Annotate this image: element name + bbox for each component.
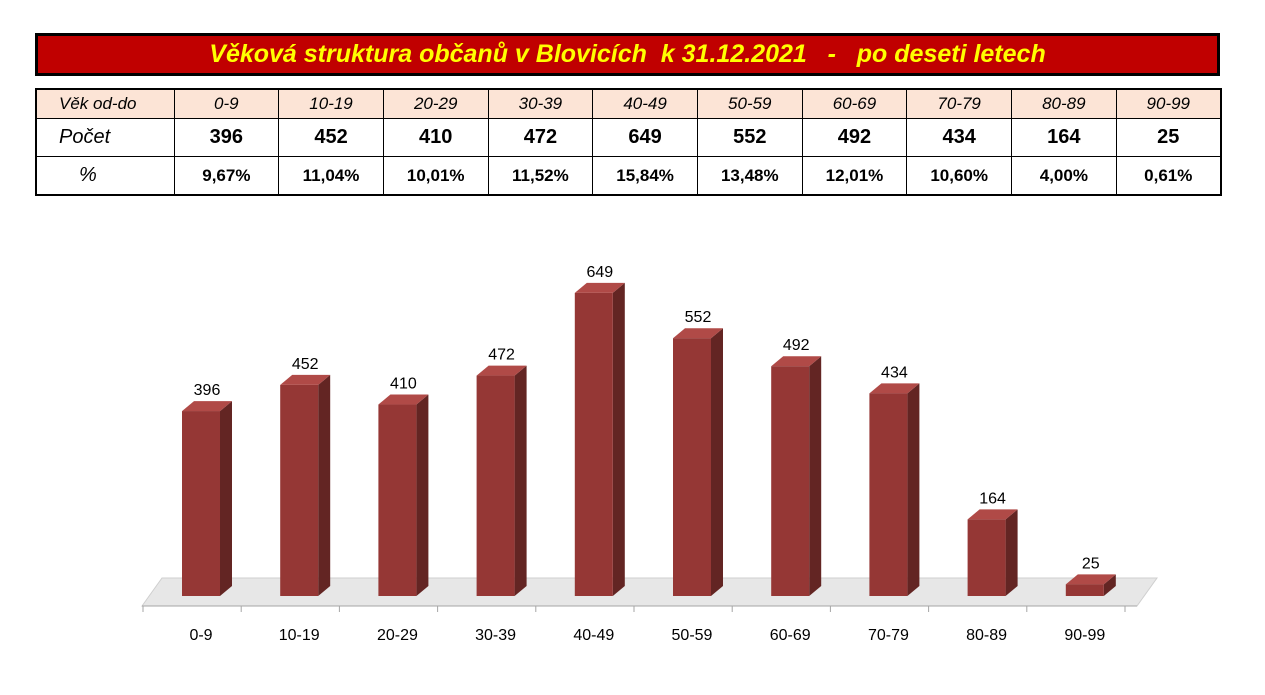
table-cell: 60-69 xyxy=(801,88,908,119)
x-tick-label: 80-89 xyxy=(966,627,1007,644)
data-table: Věk od-do 0-9 10-19 20-29 30-39 40-49 50… xyxy=(35,88,1222,196)
table-cell: 434 xyxy=(906,118,1012,157)
table-cell: 25 xyxy=(1115,118,1222,157)
bar-side xyxy=(907,383,920,596)
bar-side xyxy=(514,365,527,596)
table-cell: 410 xyxy=(382,118,489,157)
row-label-age: Věk od-do xyxy=(35,88,175,119)
x-tick-label: 50-59 xyxy=(672,627,713,644)
bar-top xyxy=(869,383,920,394)
table-cell: 10-19 xyxy=(278,88,384,119)
bar-top xyxy=(771,356,822,367)
x-tick-label: 70-79 xyxy=(868,627,909,644)
table-cell: 0,61% xyxy=(1115,156,1222,196)
table-row-age: Věk od-do 0-9 10-19 20-29 30-39 40-49 50… xyxy=(35,88,1222,119)
bar xyxy=(476,375,515,596)
data-label: 472 xyxy=(488,347,515,364)
bar-top xyxy=(574,282,625,293)
bar-side xyxy=(416,394,429,596)
bar xyxy=(967,519,1006,596)
bar-top xyxy=(378,394,429,405)
data-label: 552 xyxy=(685,309,712,326)
bar-top xyxy=(967,509,1018,520)
bar-side xyxy=(1103,574,1116,596)
bar xyxy=(182,411,220,596)
bar xyxy=(574,292,613,596)
data-label: 396 xyxy=(194,382,221,399)
data-label: 492 xyxy=(783,337,810,354)
data-label: 25 xyxy=(1082,555,1100,572)
table-cell: 0-9 xyxy=(173,88,280,119)
data-label: 434 xyxy=(881,364,908,381)
bar-side xyxy=(809,356,822,596)
bar xyxy=(869,393,908,596)
table-cell: 50-59 xyxy=(696,88,803,119)
x-tick-label: 20-29 xyxy=(377,627,418,644)
bar-top xyxy=(182,401,232,412)
page-title: Věková struktura občanů v Blovicích k 31… xyxy=(209,40,1046,68)
bar xyxy=(378,404,417,596)
bar-side xyxy=(1005,509,1018,596)
data-label: 164 xyxy=(979,490,1006,507)
bar-side xyxy=(612,282,625,596)
table-cell: 164 xyxy=(1011,118,1117,157)
table-cell: 4,00% xyxy=(1011,156,1117,196)
x-tick-label: 10-19 xyxy=(279,627,320,644)
table-cell: 552 xyxy=(696,118,803,157)
table-cell: 11,04% xyxy=(278,156,384,196)
table-cell: 649 xyxy=(592,118,698,157)
bar-side xyxy=(711,328,723,596)
x-tick-label: 90-99 xyxy=(1064,627,1105,644)
table-cell: 472 xyxy=(487,118,594,157)
data-label: 410 xyxy=(390,376,417,393)
chart-labels: 396 0-9 452 10-19 410 20-29 472 30-39 649 40-49 55… xyxy=(189,264,1105,644)
bar-top xyxy=(476,365,527,376)
title-bar: Věková struktura občanů v Blovicích k 31… xyxy=(35,33,1220,76)
table-cell: 15,84% xyxy=(592,156,698,196)
table-cell: 80-89 xyxy=(1011,88,1117,119)
bar-side xyxy=(318,374,331,596)
x-tick-label: 60-69 xyxy=(770,627,811,644)
bar xyxy=(280,384,319,596)
row-label-count: Počet xyxy=(35,118,175,157)
x-tick-label: 0-9 xyxy=(189,627,212,644)
table-cell: 13,48% xyxy=(696,156,803,196)
table-cell: 90-99 xyxy=(1115,88,1222,119)
bar-side xyxy=(220,401,232,596)
table-row-percent: % 9,67% 11,04% 10,01% 11,52% 15,84% 13,4… xyxy=(35,156,1222,196)
row-label-percent: % xyxy=(35,156,175,196)
chart-bars xyxy=(182,282,1116,596)
bar-top xyxy=(673,328,723,339)
bar-top xyxy=(1065,574,1116,585)
bar-top xyxy=(280,374,331,385)
table-cell: 30-39 xyxy=(487,88,594,119)
table-cell: 452 xyxy=(278,118,384,157)
bar xyxy=(1065,584,1104,596)
x-tick-label: 40-49 xyxy=(573,627,614,644)
data-label: 452 xyxy=(292,356,319,373)
table-cell: 11,52% xyxy=(487,156,594,196)
bar xyxy=(771,366,810,596)
table-cell: 492 xyxy=(801,118,908,157)
table-row-count: Počet 396 452 410 472 649 552 492 434 16… xyxy=(35,118,1222,157)
x-tick-label: 30-39 xyxy=(475,627,516,644)
table-cell: 70-79 xyxy=(906,88,1012,119)
table-cell: 396 xyxy=(173,118,280,157)
bar xyxy=(673,338,711,596)
table-cell: 12,01% xyxy=(801,156,908,196)
table-cell: 40-49 xyxy=(592,88,698,119)
data-label: 649 xyxy=(586,264,613,281)
